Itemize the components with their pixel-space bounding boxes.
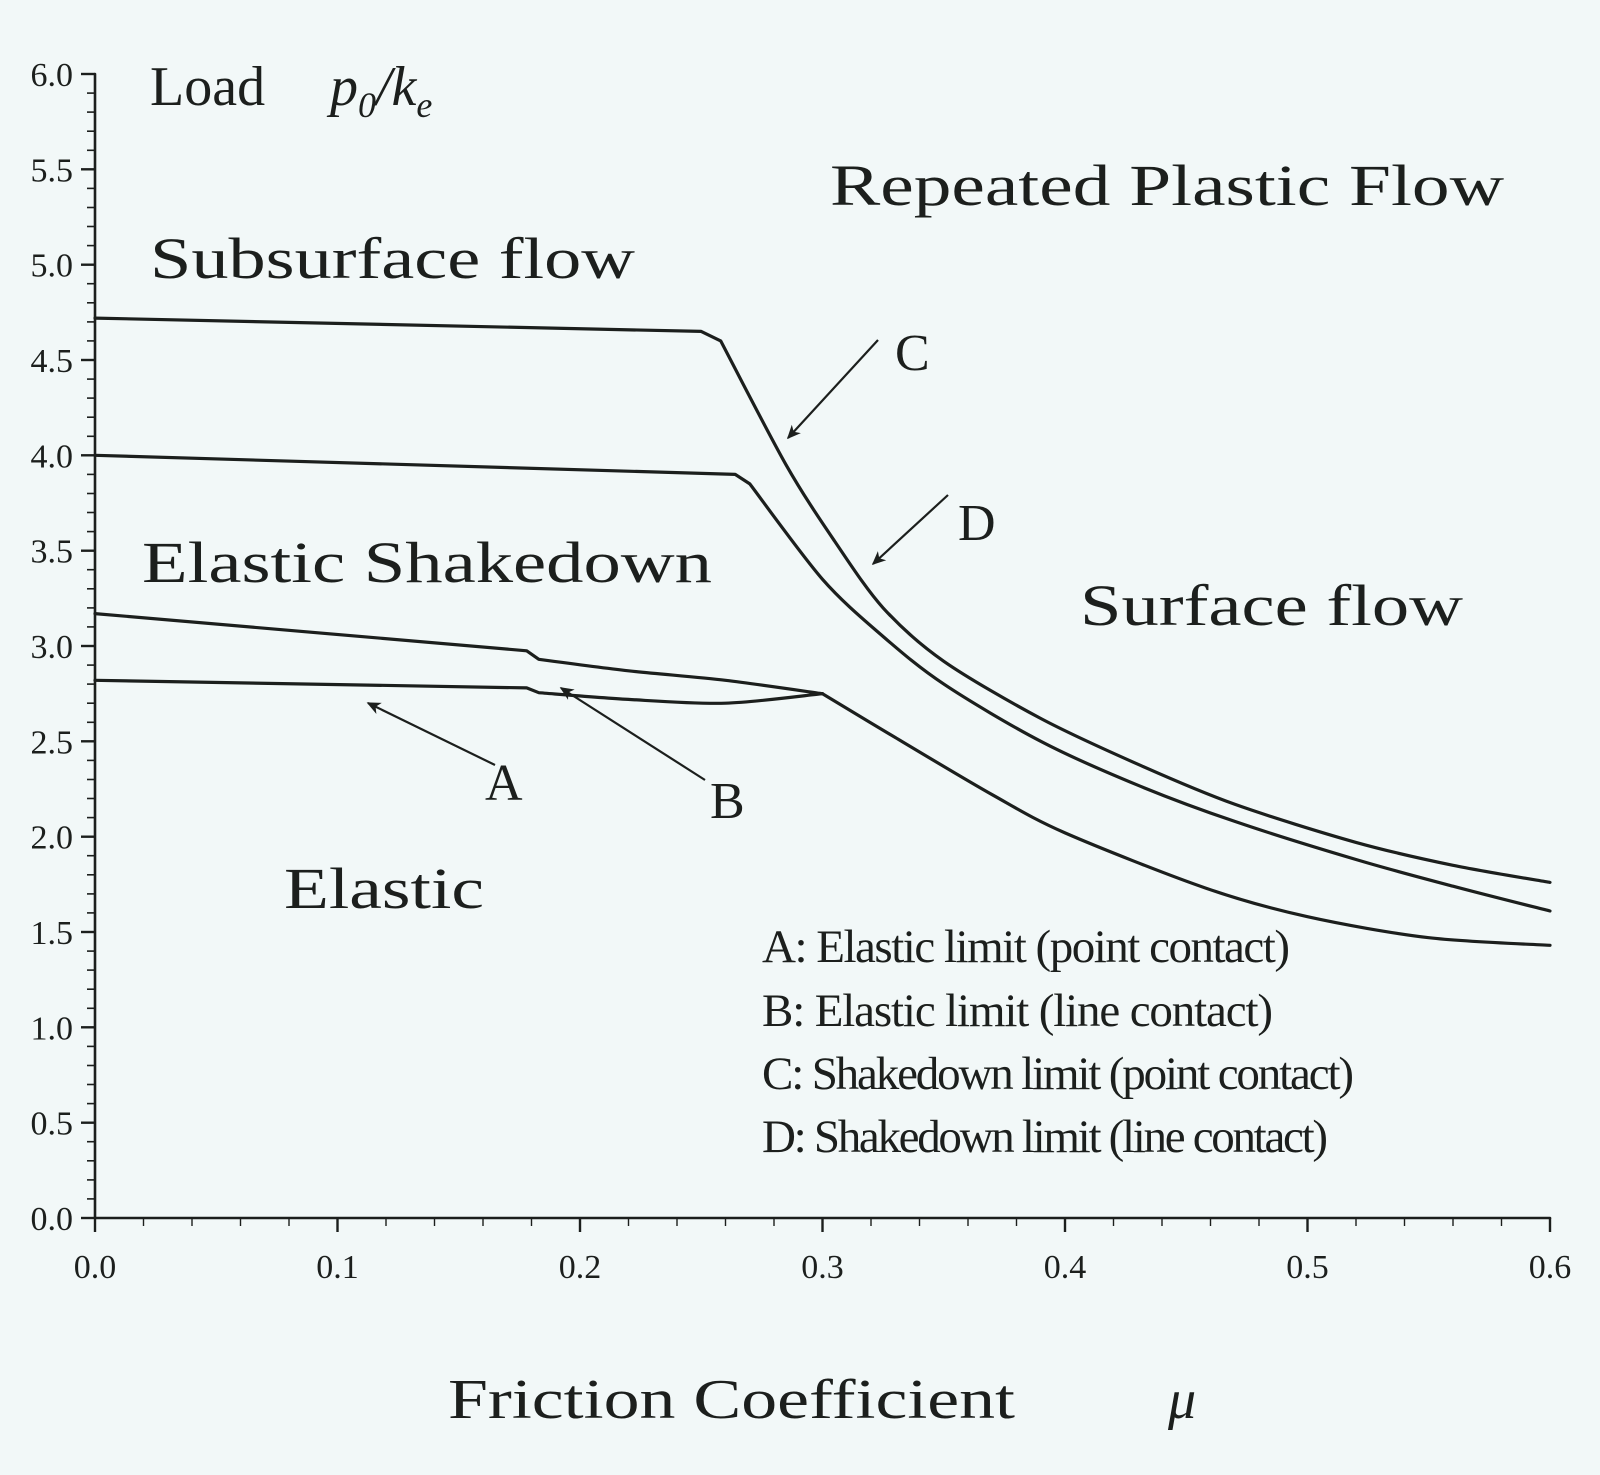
svg-text:0.5: 0.5 (31, 1106, 74, 1143)
svg-text:Friction Coefficient: Friction Coefficient (448, 1369, 1016, 1431)
svg-text:5.5: 5.5 (31, 152, 74, 189)
svg-text:Surface flow: Surface flow (1080, 573, 1463, 638)
svg-text:0.3: 0.3 (801, 1249, 844, 1286)
svg-text:3.5: 3.5 (31, 534, 74, 571)
svg-text:B: Elastic limit (line contact: B: Elastic limit (line contact) (762, 985, 1273, 1037)
svg-text:μ: μ (1167, 1369, 1196, 1431)
svg-text:Subsurface flow: Subsurface flow (150, 226, 635, 291)
svg-text:0.0: 0.0 (74, 1249, 117, 1286)
svg-text:0.6: 0.6 (1529, 1249, 1572, 1286)
svg-text:6.0: 6.0 (31, 57, 74, 94)
svg-text:Elastic: Elastic (284, 856, 484, 921)
svg-text:4.0: 4.0 (31, 438, 74, 475)
svg-text:1.5: 1.5 (31, 915, 74, 952)
svg-text:1.0: 1.0 (31, 1010, 74, 1047)
svg-text:2.5: 2.5 (31, 724, 74, 761)
svg-text:5.0: 5.0 (31, 248, 74, 285)
svg-text:4.5: 4.5 (31, 343, 74, 380)
svg-text:C: C (895, 325, 930, 382)
svg-text:0.5: 0.5 (1286, 1249, 1329, 1286)
svg-text:C: Shakedown limit (point cont: C: Shakedown limit (point contact) (762, 1048, 1354, 1100)
svg-text:D: D (958, 495, 996, 552)
svg-text:3.0: 3.0 (31, 629, 74, 666)
svg-text:A: Elastic limit (point contac: A: Elastic limit (point contact) (762, 921, 1290, 973)
svg-text:D: Shakedown limit (line conta: D: Shakedown limit (line contact) (762, 1111, 1328, 1163)
svg-text:0.2: 0.2 (559, 1249, 602, 1286)
svg-text:Load: Load (150, 56, 265, 118)
svg-text:0.4: 0.4 (1044, 1249, 1087, 1286)
svg-text:Repeated Plastic Flow: Repeated Plastic Flow (830, 153, 1504, 218)
svg-text:B: B (710, 773, 745, 830)
svg-text:0.0: 0.0 (31, 1201, 74, 1238)
svg-text:Elastic Shakedown: Elastic Shakedown (142, 530, 712, 595)
svg-text:2.0: 2.0 (31, 820, 74, 857)
svg-text:0.1: 0.1 (316, 1249, 359, 1286)
